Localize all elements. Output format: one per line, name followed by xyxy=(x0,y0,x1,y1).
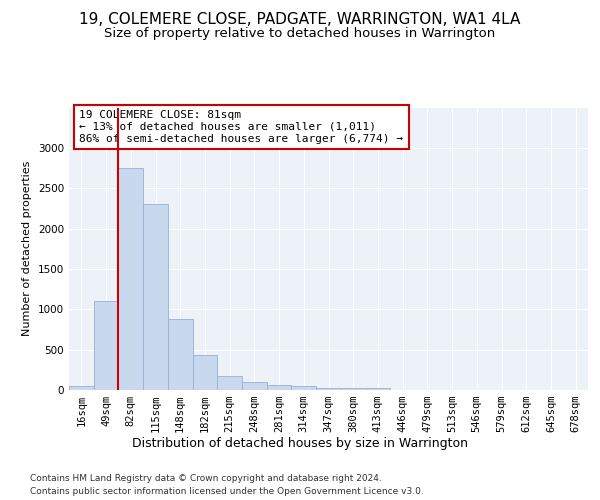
Bar xyxy=(365,388,390,390)
Bar xyxy=(242,382,267,390)
Bar xyxy=(217,376,242,390)
Bar xyxy=(69,386,94,390)
Bar xyxy=(341,388,365,390)
Text: 19 COLEMERE CLOSE: 81sqm
← 13% of detached houses are smaller (1,011)
86% of sem: 19 COLEMERE CLOSE: 81sqm ← 13% of detach… xyxy=(79,110,403,144)
Text: 19, COLEMERE CLOSE, PADGATE, WARRINGTON, WA1 4LA: 19, COLEMERE CLOSE, PADGATE, WARRINGTON,… xyxy=(79,12,521,28)
Bar xyxy=(316,388,341,390)
Bar xyxy=(267,385,292,390)
Bar xyxy=(168,319,193,390)
Text: Contains HM Land Registry data © Crown copyright and database right 2024.: Contains HM Land Registry data © Crown c… xyxy=(30,474,382,483)
Text: Distribution of detached houses by size in Warrington: Distribution of detached houses by size … xyxy=(132,438,468,450)
Text: Contains public sector information licensed under the Open Government Licence v3: Contains public sector information licen… xyxy=(30,488,424,496)
Bar xyxy=(94,301,118,390)
Bar xyxy=(143,204,168,390)
Bar xyxy=(118,168,143,390)
Bar xyxy=(292,386,316,390)
Y-axis label: Number of detached properties: Number of detached properties xyxy=(22,161,32,336)
Bar xyxy=(193,356,217,390)
Text: Size of property relative to detached houses in Warrington: Size of property relative to detached ho… xyxy=(104,28,496,40)
